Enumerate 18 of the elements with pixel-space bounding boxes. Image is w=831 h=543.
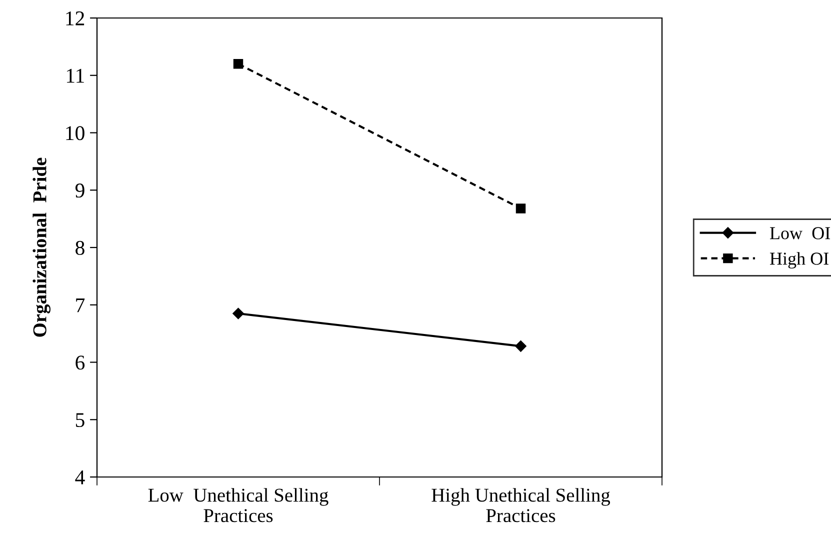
y-axis-title: Organizational Pride <box>32 158 50 337</box>
y-tick-label: 7 <box>76 298 85 312</box>
y-tick-label: 9 <box>75 184 84 198</box>
y-tick-label: 6 <box>76 356 85 370</box>
y-tick-label: 4 <box>75 470 85 484</box>
y-tick-label: 8 <box>76 240 84 255</box>
point <box>232 308 244 320</box>
point <box>515 340 526 352</box>
y-tick-label: 5 <box>76 413 84 428</box>
y-tick-label: 12 <box>66 11 84 26</box>
y-tick-label: 10 <box>66 126 84 140</box>
legend-label: Low OI <box>770 227 830 240</box>
legend-label: High OI <box>770 252 829 269</box>
point <box>233 59 244 69</box>
x-tick-label: Low Unethical Selling Practices <box>148 488 328 522</box>
x-tick-label: High Unethical Selling Practices <box>432 488 610 522</box>
y-tick-label: 11 <box>66 68 84 83</box>
point <box>516 204 526 214</box>
